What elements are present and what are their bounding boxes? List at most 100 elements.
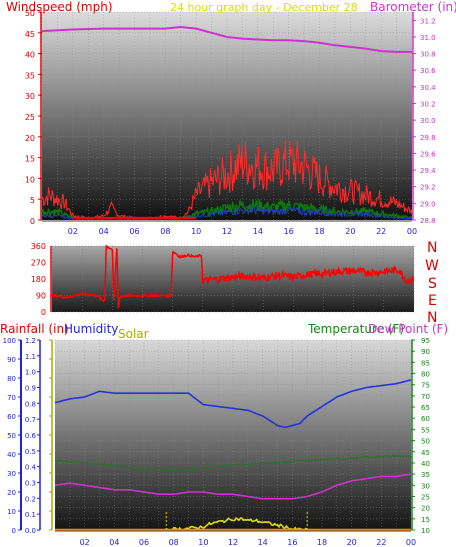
- wind-y-tick-label: 0: [30, 217, 35, 226]
- wind-y-tick-label: 5: [30, 196, 35, 205]
- humidity-y-tick-label: 70: [7, 394, 16, 402]
- barometer-y-tick-label: 30.6: [420, 67, 436, 75]
- rainfall-axis-label: Rainfall (in): [0, 322, 69, 336]
- wind-x-tick-label: 02: [68, 227, 78, 236]
- barometer-y-tick-label: 30.2: [420, 101, 436, 109]
- temp-x-tick-label: 12: [228, 538, 238, 547]
- temperature-y-tick-label: 50: [421, 438, 430, 446]
- rainfall-y-tick-label: 0.6: [25, 432, 37, 440]
- temperature-y-tick-label: 90: [421, 348, 430, 356]
- wind-x-tick-label: 08: [160, 227, 170, 236]
- compass-letter-s: S: [428, 276, 437, 292]
- wind-y-tick-label: 40: [25, 51, 35, 60]
- rainfall-y-tick-label: 0.1: [25, 511, 36, 519]
- temp-x-tick-label: 08: [169, 538, 179, 547]
- temperature-y-tick-label: 70: [421, 393, 430, 401]
- wind-y-tick-label: 30: [25, 92, 35, 101]
- graph-title: 24 hour graph day - December 28: [170, 1, 358, 14]
- temp-x-tick-label: 22: [376, 538, 386, 547]
- wind-x-tick-label: 06: [129, 227, 139, 236]
- rainfall-y-tick-label: 1.2: [25, 337, 36, 345]
- barometer-y-tick-label: 29.2: [420, 184, 436, 192]
- direction-y-tick-label: 180: [31, 275, 46, 284]
- direction-y-tick-label: 90: [36, 292, 46, 301]
- temperature-y-tick-label: 80: [421, 371, 430, 379]
- rainfall-y-tick-label: 0.2: [25, 495, 36, 503]
- compass-letter-n-bottom: N: [427, 310, 437, 326]
- temperature-y-tick-label: 40: [421, 460, 430, 468]
- humidity-axis-label: Humidity: [64, 322, 118, 336]
- dew-point-axis-label: Dew Point (F): [368, 322, 448, 336]
- humidity-y-tick-label: 50: [7, 432, 16, 440]
- temperature-y-tick-label: 60: [421, 415, 430, 423]
- wind-plot-area: [42, 12, 412, 220]
- wind-x-tick-label: 14: [253, 227, 263, 236]
- humidity-y-tick-label: 20: [7, 489, 16, 497]
- wind-x-tick-label: 18: [314, 227, 324, 236]
- wind-y-tick-label: 25: [25, 113, 35, 122]
- temperature-y-tick-label: 75: [421, 382, 430, 390]
- barometer-y-tick-label: 30.8: [420, 51, 436, 59]
- temp-x-tick-label: 02: [80, 538, 90, 547]
- wind-x-tick-label: 12: [222, 227, 232, 236]
- rainfall-y-tick-label: 1.0: [25, 369, 36, 377]
- temp-x-tick-label: 16: [287, 538, 297, 547]
- rainfall-y-tick-label: 0.7: [25, 416, 36, 424]
- compass-letter-n-top: N: [427, 240, 437, 256]
- solar-line: [165, 516, 308, 532]
- wind-y-tick-label: 50: [25, 9, 35, 18]
- rainfall-y-tick-label: 0.5: [25, 448, 36, 456]
- humidity-line: [54, 379, 412, 429]
- barometer-y-tick-label: 30.4: [420, 84, 436, 92]
- temperature-axis-label: Temperature (F): [307, 322, 404, 336]
- wind-y-tick-label: 45: [25, 30, 35, 39]
- temperature-line: [55, 454, 412, 473]
- temperature-y-tick-label: 35: [421, 471, 430, 479]
- compass-letter-w: W: [425, 258, 439, 274]
- temp-x-tick-label: 14: [258, 538, 268, 547]
- temp-x-tick-label: 00: [406, 538, 416, 547]
- barometer-y-tick-label: 29.8: [420, 134, 436, 142]
- humidity-y-tick-label: 0: [12, 527, 16, 535]
- barometer-y-tick-label: 31.0: [420, 34, 436, 42]
- humidity-y-tick-label: 30: [7, 470, 16, 478]
- direction-y-tick-label: 270: [31, 259, 46, 268]
- humidity-y-tick-label: 80: [7, 375, 16, 383]
- humidity-y-tick-label: 100: [3, 337, 16, 345]
- humidity-y-tick-label: 60: [7, 413, 16, 421]
- temp-x-tick-label: 06: [139, 538, 149, 547]
- wind-y-tick-label: 20: [25, 134, 35, 143]
- temperature-y-tick-label: 20: [421, 505, 430, 513]
- temp-x-tick-label: 18: [317, 538, 327, 547]
- barometer-axis-label: Barometer (in): [370, 0, 456, 14]
- barometer-y-tick-label: 29.4: [420, 167, 436, 175]
- temp-x-tick-label: 04: [109, 538, 119, 547]
- wind-x-tick-label: 22: [376, 227, 386, 236]
- temperature-y-tick-label: 45: [421, 449, 430, 457]
- solar-axis-label: Solar: [118, 327, 149, 341]
- wind-y-tick-label: 35: [25, 71, 35, 80]
- barometer-y-tick-label: 29.6: [420, 150, 436, 158]
- wind-x-tick-label: 00: [407, 227, 417, 236]
- wind-x-tick-label: 20: [345, 227, 355, 236]
- rainfall-y-tick-label: 1.1: [25, 353, 36, 361]
- barometer-line: [41, 25, 412, 53]
- wind-x-tick-label: 16: [284, 227, 294, 236]
- temperature-y-tick-label: 25: [421, 493, 430, 501]
- compass-letter-e: E: [428, 293, 437, 309]
- barometer-y-tick-label: 29.0: [420, 200, 436, 208]
- temperature-y-tick-label: 30: [421, 482, 430, 490]
- humidity-y-tick-label: 10: [7, 508, 16, 516]
- temperature-y-tick-label: 10: [421, 527, 430, 535]
- direction-y-tick-label: 0: [41, 308, 46, 317]
- temperature-y-tick-label: 65: [421, 404, 430, 412]
- rainfall-y-tick-label: 0.4: [25, 464, 37, 472]
- humidity-y-tick-label: 90: [7, 356, 16, 364]
- barometer-y-tick-label: 28.8: [420, 217, 436, 225]
- temperature-y-tick-label: 15: [421, 516, 430, 524]
- humidity-y-tick-label: 40: [7, 451, 16, 459]
- wind-direction-line: [51, 244, 414, 309]
- temperature-plot-area: [55, 340, 411, 530]
- rainfall-y-tick-label: 0.3: [25, 480, 36, 488]
